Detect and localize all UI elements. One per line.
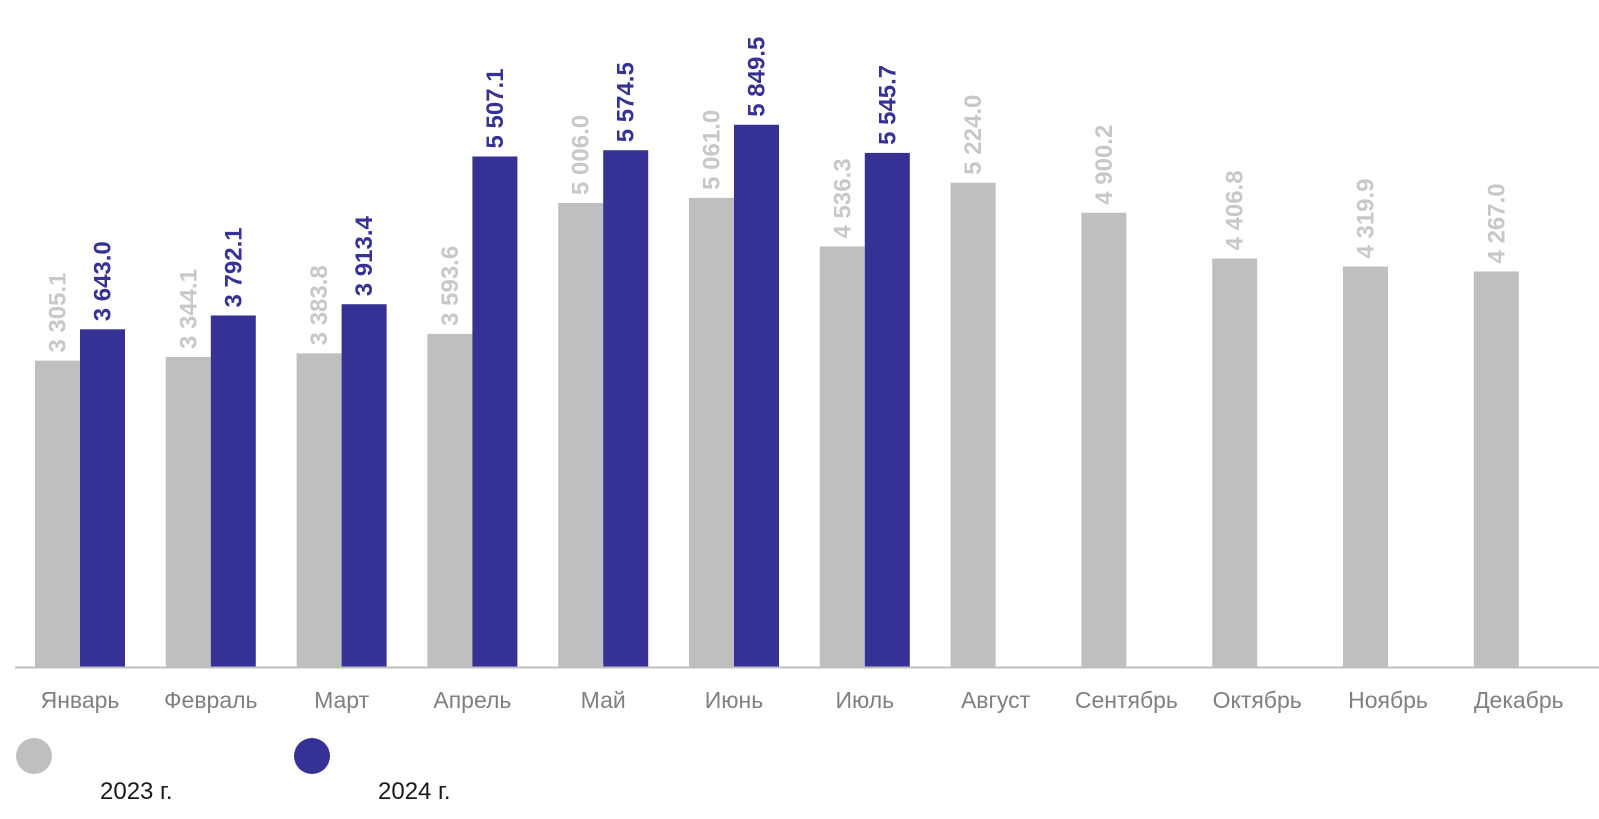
value-label-2023-7: 4 536.3 (829, 158, 856, 238)
bar-2023-3 (296, 353, 342, 667)
bar-2023-8 (950, 182, 996, 667)
bars-group (35, 124, 1519, 668)
bar-2023-11 (1343, 266, 1388, 667)
value-label-2023-2: 3 344.1 (175, 269, 202, 349)
bar-2023-6 (689, 197, 734, 667)
legend-marker-2023 (16, 738, 52, 774)
legend-label-2024: 2024 г. (378, 778, 451, 805)
bar-2024-2 (210, 315, 256, 667)
bar-2024-3 (341, 304, 387, 667)
value-label-2023-6: 5 061.0 (699, 110, 726, 190)
value-label-2023-5: 5 006.0 (568, 115, 595, 195)
bar-2024-6 (734, 124, 779, 668)
bar-2024-7 (864, 152, 910, 668)
category-label-5: Май (581, 687, 626, 713)
value-label-2023-11: 4 319.9 (1353, 178, 1380, 258)
category-label-9: Сентябрь (1075, 687, 1178, 713)
chart-legend: 2023 г. 2024 г. (0, 738, 700, 808)
bar-2023-9 (1081, 212, 1127, 667)
value-label-2024-7: 5 545.7 (874, 65, 901, 145)
value-label-2024-4: 5 507.1 (482, 68, 509, 148)
bar-2023-10 (1212, 258, 1258, 667)
bar-2023-7 (819, 246, 865, 667)
value-label-2023-3: 3 383.8 (306, 265, 333, 345)
category-labels-group: Январь Февраль Март Апрель Май Июнь Июль Август… (41, 687, 1564, 713)
value-label-2023-12: 4 267.0 (1483, 183, 1510, 263)
value-label-2023-1: 3 305.1 (45, 273, 72, 353)
category-label-1: Январь (41, 687, 120, 713)
legend-marker-2024 (294, 738, 330, 774)
category-label-11: Ноябрь (1348, 687, 1428, 713)
bar-2023-5 (558, 202, 604, 668)
value-label-2024-1: 3 643.0 (90, 241, 117, 321)
category-label-6: Июнь (705, 687, 763, 713)
legend-label-2023: 2023 г. (100, 778, 173, 805)
value-label-2024-5: 5 574.5 (613, 62, 640, 142)
category-label-2: Февраль (164, 687, 257, 713)
category-label-4: Апрель (433, 687, 511, 713)
value-label-2023-4: 3 593.6 (437, 246, 464, 326)
bar-2023-1 (35, 360, 80, 667)
value-label-2023-8: 5 224.0 (960, 95, 987, 175)
value-label-2023-9: 4 900.2 (1091, 125, 1118, 205)
value-label-2024-2: 3 792.1 (220, 227, 247, 307)
category-label-3: Март (314, 687, 369, 713)
category-label-8: Август (961, 687, 1031, 713)
bar-2024-1 (80, 329, 125, 667)
bar-2024-4 (472, 156, 518, 668)
value-label-2023-10: 4 406.8 (1222, 170, 1249, 250)
category-label-12: Декабрь (1474, 687, 1564, 713)
value-label-2024-6: 5 849.5 (744, 37, 771, 117)
category-label-7: Июль (835, 687, 894, 713)
bar-2023-4 (427, 333, 473, 667)
bar-2023-2 (165, 357, 211, 667)
bar-2023-12 (1473, 271, 1519, 667)
value-label-2024-3: 3 913.4 (351, 216, 378, 297)
bar-2024-5 (603, 150, 649, 668)
value-labels-group: 3 305.1 3 643.0 3 344.1 3 792.1 3 383.8 3 913… (45, 37, 1511, 353)
category-label-10: Октябрь (1213, 687, 1302, 713)
